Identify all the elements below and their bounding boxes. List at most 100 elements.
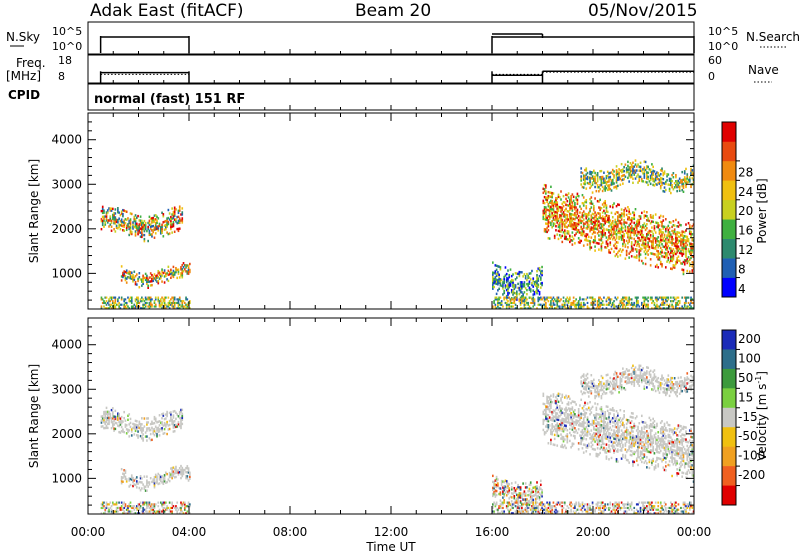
power-cell bbox=[550, 191, 552, 195]
power-cell bbox=[685, 239, 687, 242]
power-ground-cell bbox=[661, 296, 663, 299]
power-cell bbox=[688, 258, 691, 261]
power-cell bbox=[638, 251, 641, 254]
power-cell bbox=[524, 277, 527, 280]
velocity-cell bbox=[566, 437, 569, 440]
velocity-cell bbox=[562, 440, 565, 443]
power-cell bbox=[653, 225, 656, 228]
velocity-cell bbox=[513, 494, 516, 498]
power-ground-cell bbox=[571, 301, 574, 305]
velocity-cell bbox=[565, 394, 567, 398]
power-cell bbox=[590, 206, 593, 209]
power-cell bbox=[608, 178, 610, 181]
power-cell bbox=[129, 273, 132, 276]
power-cell bbox=[598, 220, 600, 223]
power-cell bbox=[642, 240, 644, 243]
power-cell bbox=[610, 183, 613, 186]
power-cell bbox=[571, 243, 574, 246]
power-cell bbox=[676, 237, 678, 240]
velocity-cell bbox=[600, 436, 603, 439]
power-cell bbox=[148, 215, 151, 219]
power-ground-cell bbox=[572, 303, 575, 306]
power-cell bbox=[663, 235, 666, 239]
power-ground-cell bbox=[572, 296, 575, 299]
power-cell bbox=[560, 210, 562, 213]
power-cell bbox=[498, 287, 500, 291]
velocity-cell bbox=[497, 482, 499, 485]
velocity-cell bbox=[560, 425, 562, 428]
velocity-cell bbox=[529, 491, 532, 494]
velocity-cell bbox=[120, 467, 123, 471]
velocity-cell bbox=[120, 419, 123, 423]
power-cell bbox=[623, 173, 625, 177]
velocity-cell bbox=[550, 442, 552, 446]
power-cell bbox=[677, 231, 680, 234]
power-cell bbox=[625, 209, 628, 213]
power-cell bbox=[114, 208, 117, 211]
power-cell bbox=[515, 292, 518, 295]
velocity-cell bbox=[601, 410, 604, 413]
power-cell bbox=[646, 219, 648, 222]
power-ground-cell bbox=[658, 296, 661, 299]
velocity-cell bbox=[581, 421, 584, 424]
velocity-cell bbox=[133, 479, 136, 482]
velocity-cell bbox=[601, 448, 604, 451]
power-cell bbox=[586, 223, 589, 226]
power-cell bbox=[671, 259, 673, 263]
power-cell bbox=[581, 212, 584, 215]
power-cell bbox=[662, 237, 665, 240]
velocity-cell bbox=[555, 430, 557, 433]
power-cell bbox=[113, 211, 115, 215]
power-cell bbox=[603, 187, 605, 190]
power-cell bbox=[532, 279, 535, 282]
power-cell bbox=[600, 235, 603, 238]
velocity-cell bbox=[502, 490, 504, 493]
power-ground-cell bbox=[546, 296, 548, 299]
power-cell bbox=[556, 203, 559, 206]
power-cell bbox=[137, 224, 139, 228]
velocity-cell bbox=[552, 395, 555, 398]
power-cell bbox=[509, 284, 512, 287]
velocity-cell bbox=[587, 406, 590, 410]
velocity-cell bbox=[600, 440, 603, 443]
power-ground-cell bbox=[509, 301, 512, 305]
velocity-cell bbox=[185, 470, 187, 474]
power-ground-cell bbox=[611, 303, 614, 306]
power-cell bbox=[610, 235, 613, 239]
power-ground-cell bbox=[628, 298, 631, 301]
power-cell bbox=[640, 177, 643, 181]
velocity-cell bbox=[587, 444, 590, 448]
power-cell bbox=[591, 212, 594, 216]
velocity-cell bbox=[111, 417, 114, 420]
velocity-cell bbox=[536, 485, 538, 488]
power-cell bbox=[615, 165, 618, 168]
power-cell bbox=[149, 217, 152, 220]
velocity-cell bbox=[608, 413, 610, 417]
power-cell bbox=[663, 245, 666, 249]
power-cell bbox=[532, 285, 535, 288]
velocity-cell bbox=[571, 444, 574, 447]
power-cell bbox=[630, 247, 633, 250]
power-cell bbox=[685, 235, 687, 238]
velocity-cell bbox=[130, 428, 133, 431]
power-cell bbox=[654, 178, 657, 182]
power-cell bbox=[546, 196, 548, 200]
power-cell bbox=[134, 226, 137, 229]
power-cell bbox=[658, 244, 661, 247]
velocity-cell bbox=[110, 416, 113, 420]
power-ground-cell bbox=[167, 303, 170, 306]
power-cell bbox=[561, 226, 564, 230]
power-cell bbox=[187, 264, 190, 267]
velocity-cell bbox=[567, 421, 570, 424]
velocity-cell bbox=[143, 425, 146, 428]
power-cell bbox=[543, 207, 546, 211]
power-cell bbox=[672, 264, 675, 267]
velocity-cell bbox=[561, 419, 564, 423]
power-cell bbox=[685, 253, 687, 256]
velocity-cell bbox=[561, 395, 564, 399]
velocity-cell bbox=[633, 450, 636, 454]
velocity-cell bbox=[582, 435, 585, 438]
power-ground-cell bbox=[123, 303, 126, 306]
power-cell bbox=[166, 221, 168, 224]
velocity-cell bbox=[632, 444, 634, 447]
